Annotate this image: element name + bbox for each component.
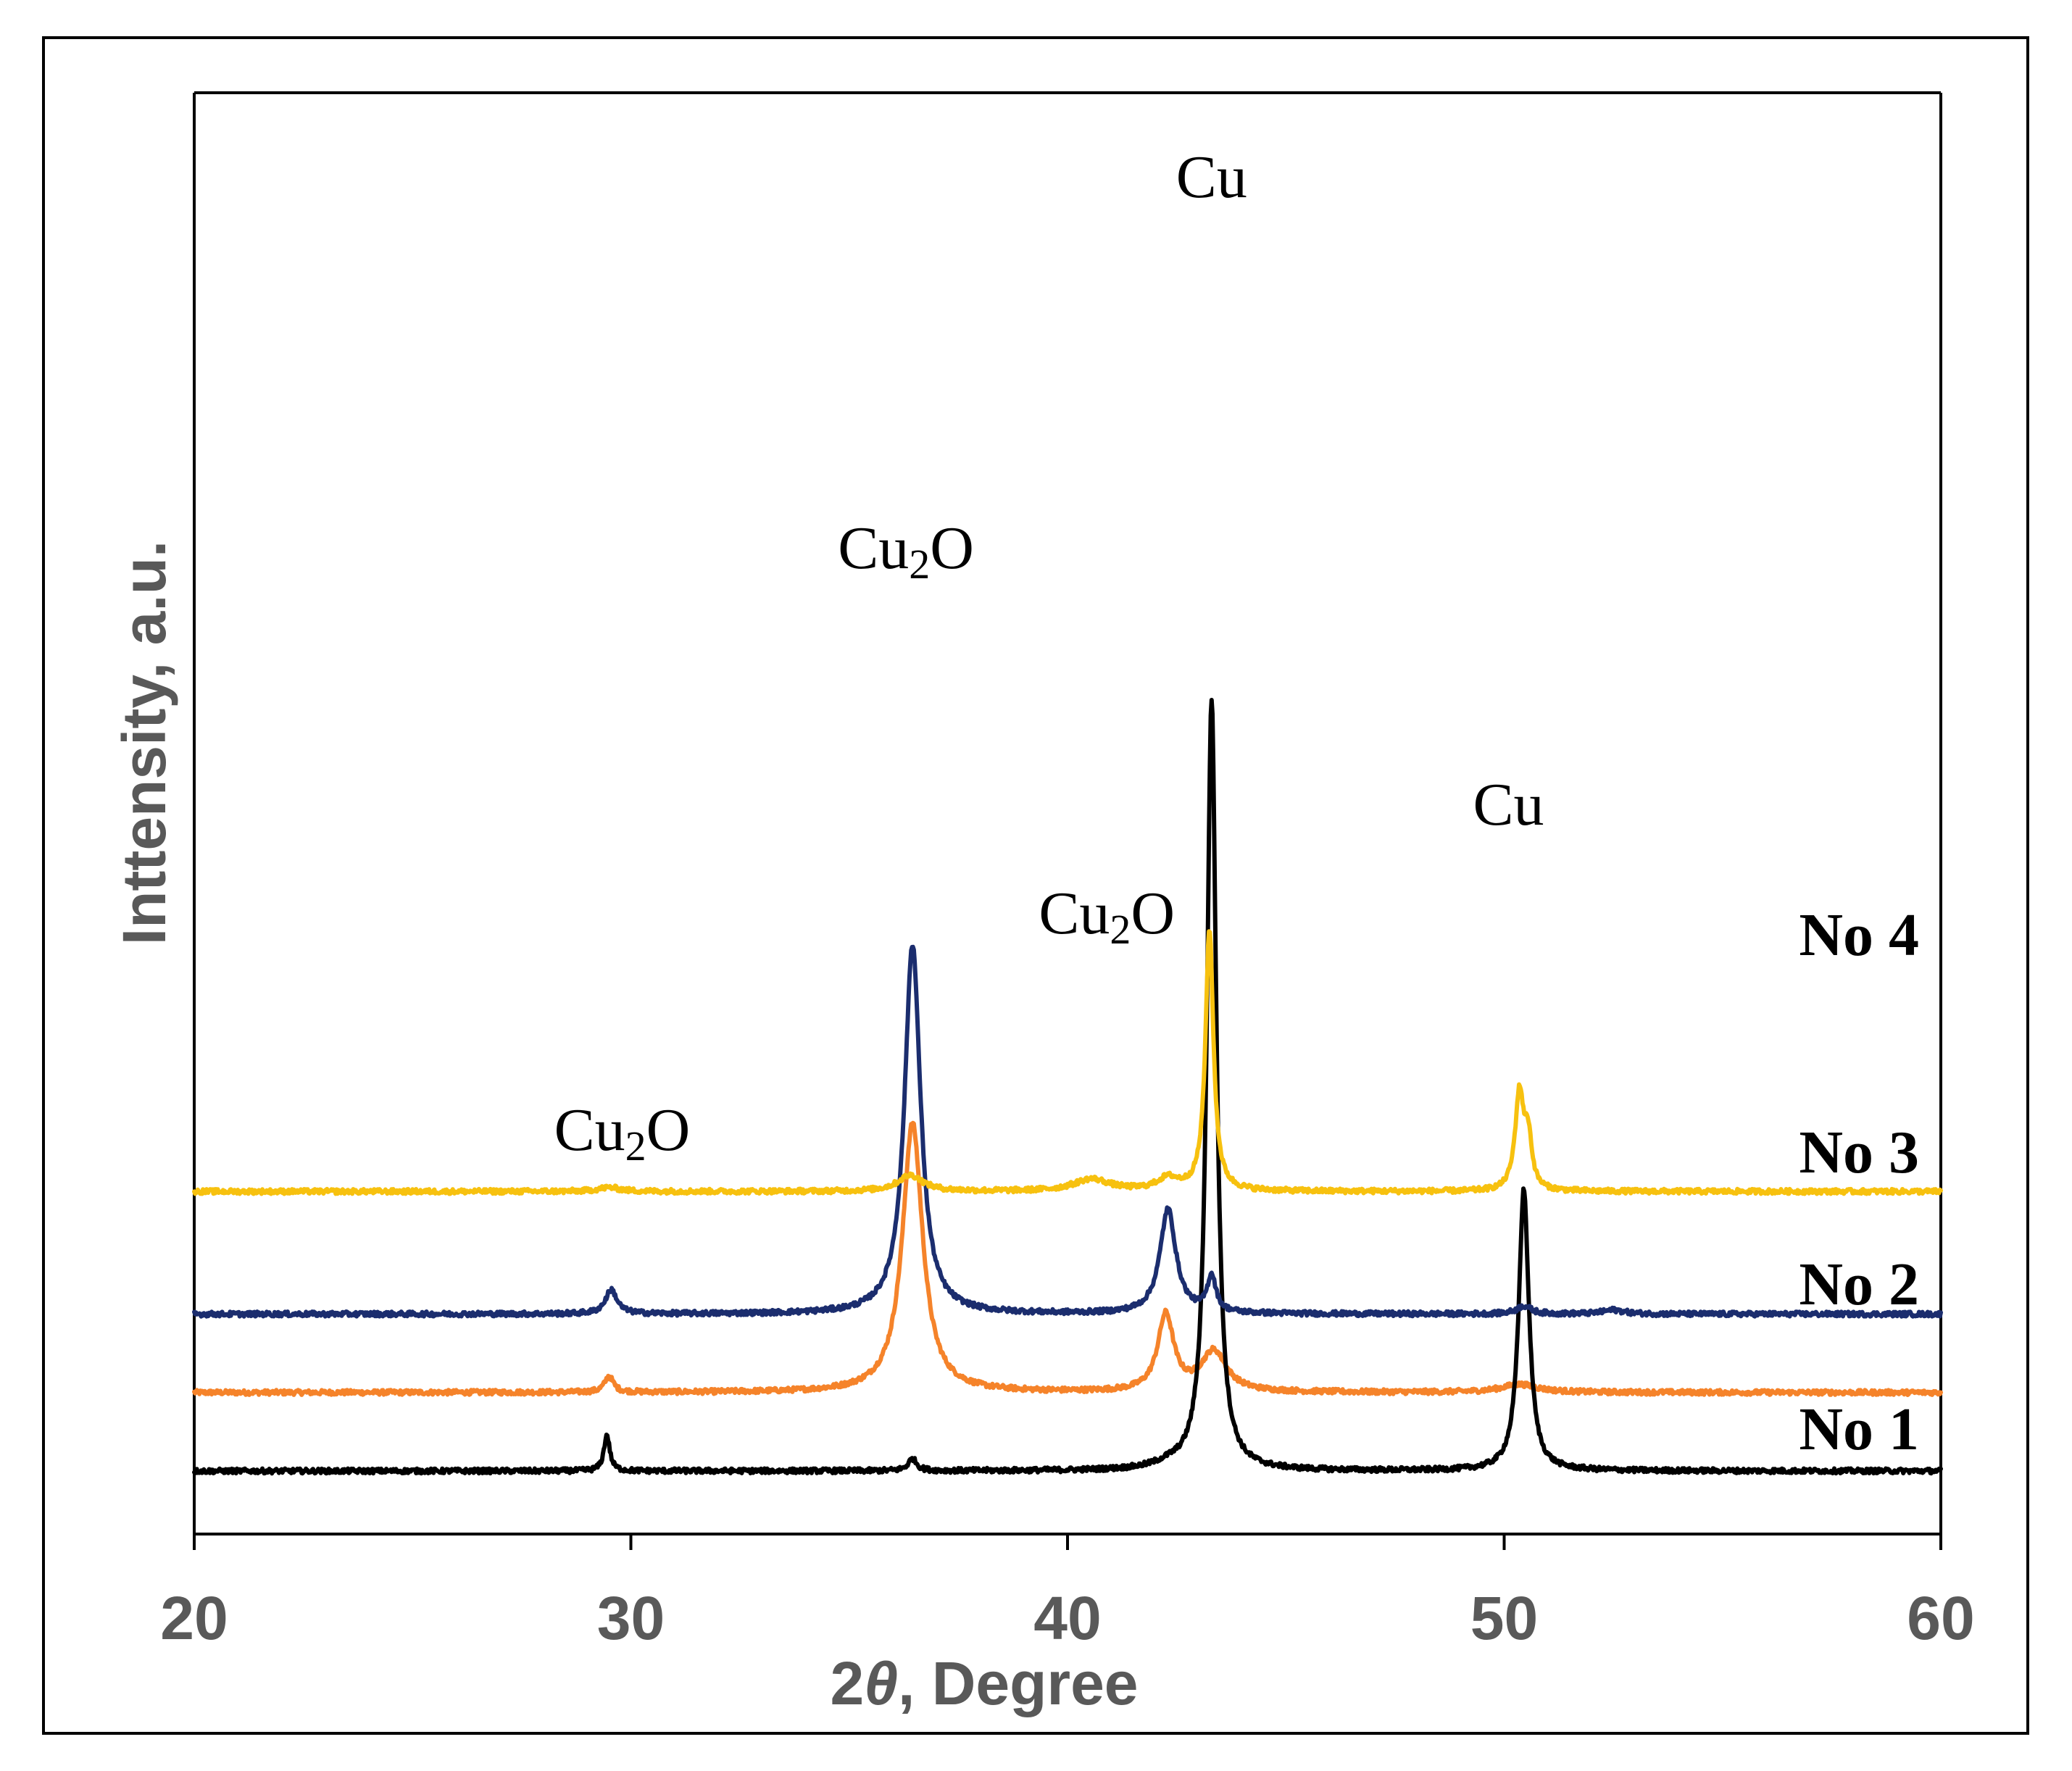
x-tick-label: 20 [160,1584,228,1652]
x-tick-label: 40 [1033,1584,1101,1652]
series-label-no-4: No 4 [1799,901,1919,969]
y-axis-title: Inttensity, a.u. [110,541,178,946]
peak-annotation: Cu2O [1039,880,1175,953]
x-tick-label: 60 [1907,1584,1974,1652]
series-label-no-3: No 3 [1799,1119,1919,1186]
x-axis-title: 2θ, Degree [830,1649,1138,1717]
series-line-no-2 [192,1120,1943,1397]
peak-annotation: Cu2O [838,514,974,588]
series-line-no-1 [192,698,1943,1476]
peak-annotation: Cu [1176,143,1247,211]
peak-annotation: Cu2O [554,1096,691,1170]
chart-frame [42,36,2029,1735]
x-tick-label: 50 [1470,1584,1538,1652]
series-label-no-2: No 2 [1799,1251,1919,1318]
series-label-no-1: No 1 [1799,1396,1919,1463]
series-line-no-3 [192,944,1943,1319]
peak-annotation: Cu [1473,771,1544,838]
series-line-no-4 [192,929,1943,1196]
x-tick-label: 30 [597,1584,665,1652]
